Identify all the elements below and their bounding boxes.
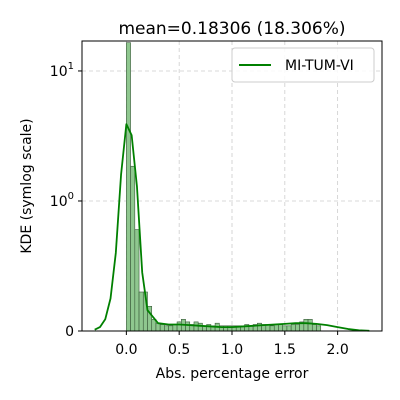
histogram-bar (278, 324, 284, 332)
histogram-bar (197, 322, 203, 332)
histogram-bar (286, 325, 292, 332)
kde-curve-group (94, 123, 370, 332)
y-axis-label: KDE (symlog scale) (19, 118, 35, 253)
y-tick-label: 101 (50, 61, 74, 80)
y-tick-label: 0 (65, 324, 74, 340)
histogram-bar (269, 325, 275, 332)
histogram-bar (185, 321, 191, 332)
kde-line (94, 123, 370, 332)
x-tick-label: 0.5 (168, 342, 190, 358)
histogram-bar (303, 318, 309, 332)
histogram-bar (134, 229, 140, 332)
x-tick-label: 1.0 (221, 342, 243, 358)
histogram-bar (311, 324, 317, 332)
histogram-bar (155, 322, 161, 332)
histogram-bar (257, 322, 262, 332)
histogram-bar (282, 325, 288, 332)
x-axis-ticks: 0.0 0.5 1.0 1.5 2.0 (115, 331, 349, 358)
y-tick-label: 100 (50, 191, 74, 210)
histogram-bar (172, 324, 178, 332)
y-tick-exponent: 0 (68, 191, 74, 202)
histogram-bar (295, 324, 300, 332)
x-tick-label: 0.0 (115, 342, 137, 358)
legend-entry-label: MI-TUM-VI (285, 58, 354, 74)
legend-box (231, 47, 375, 83)
histogram-bar (138, 291, 144, 332)
histogram-bar (316, 325, 322, 332)
histogram-bar (126, 42, 131, 332)
histogram-bar (159, 324, 165, 332)
histogram-bar (168, 325, 174, 332)
y-tick-exponent: 1 (68, 61, 74, 72)
histogram-bar (273, 324, 279, 332)
x-tick-label: 2.0 (327, 342, 349, 358)
histogram-bar (130, 165, 136, 332)
chart-title: mean=0.18306 (18.306%) (118, 19, 345, 39)
legend: MI-TUM-VI (231, 47, 375, 83)
histogram-bar (290, 324, 296, 332)
histogram-bars (126, 42, 322, 332)
x-axis-label: Abs. percentage error (156, 366, 309, 382)
histogram-bar (176, 321, 182, 332)
histogram-bar (307, 318, 313, 332)
histogram-bar (164, 325, 169, 332)
x-tick-label: 1.5 (274, 342, 296, 358)
